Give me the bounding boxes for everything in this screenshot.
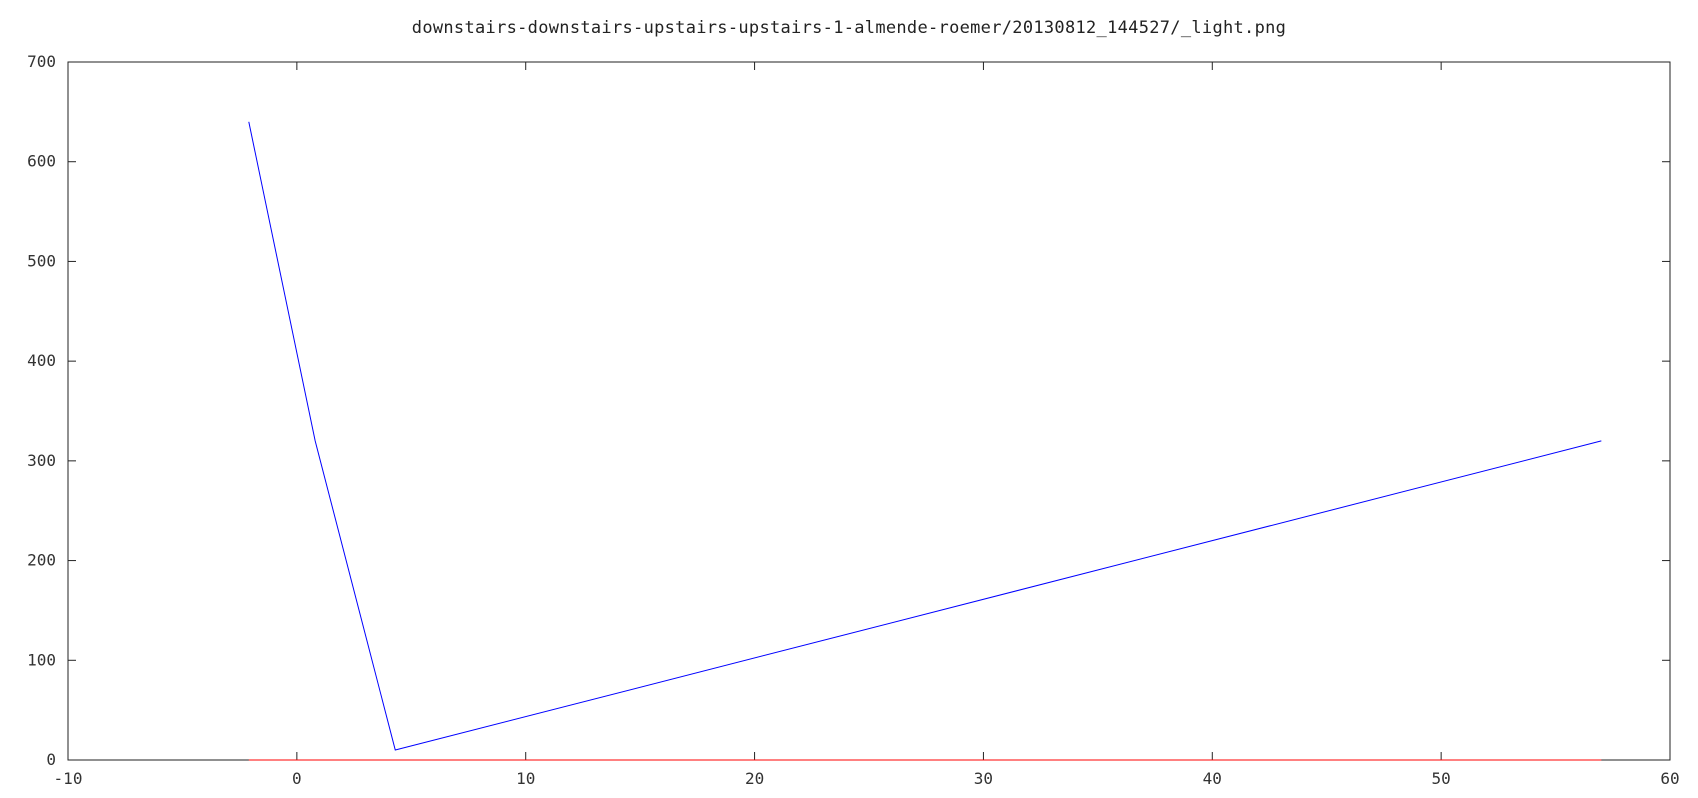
chart-title: downstairs-downstairs-upstairs-upstairs-…	[411, 18, 1287, 38]
y-tick-label: 300	[27, 451, 56, 470]
y-tick-label: 0	[46, 750, 56, 769]
x-tick-label: 20	[745, 769, 764, 788]
x-tick-label: 10	[516, 769, 535, 788]
x-tick-label: 40	[1203, 769, 1222, 788]
x-tick-label: 50	[1432, 769, 1451, 788]
y-tick-label: 200	[27, 551, 56, 570]
series-line-1	[248, 121, 1602, 751]
y-tick-label: 700	[27, 52, 56, 71]
x-tick-label: -10	[54, 769, 83, 788]
x-tick-label: 60	[1660, 769, 1679, 788]
x-tick-label: 30	[974, 769, 993, 788]
y-tick-label: 100	[27, 650, 56, 669]
axes-frame	[67, 61, 1671, 761]
y-tick-label: 500	[27, 251, 56, 270]
y-tick-label: 600	[27, 152, 56, 171]
x-tick-label: 0	[292, 769, 302, 788]
y-tick-label: 400	[27, 351, 56, 370]
